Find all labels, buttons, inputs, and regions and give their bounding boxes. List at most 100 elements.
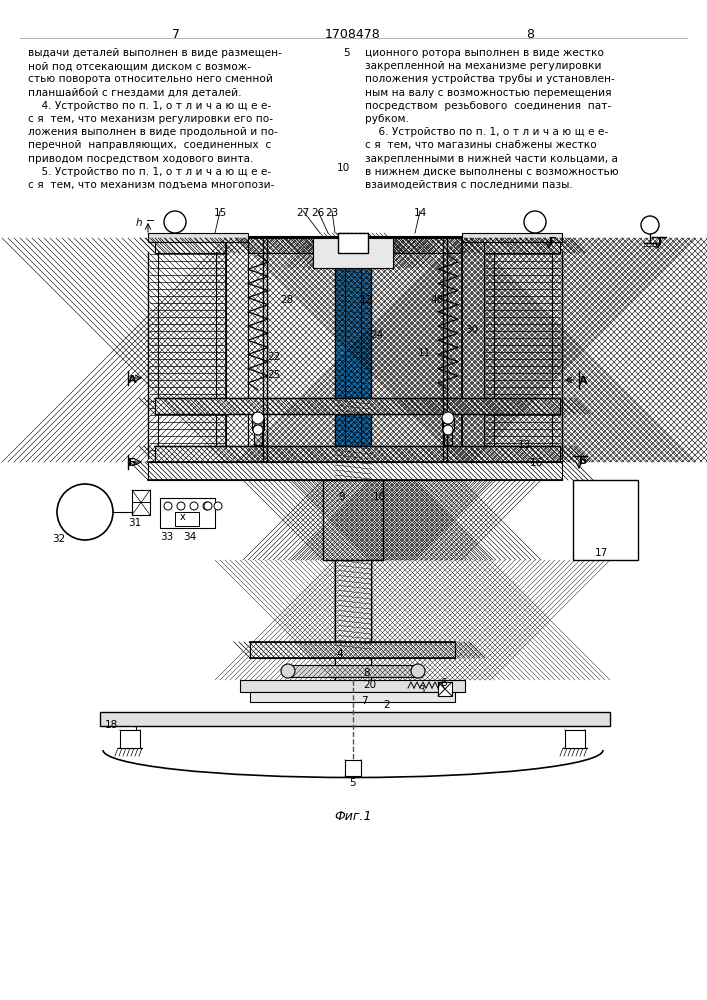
Bar [250, 642, 455, 658]
Text: положения устройства трубы и установлен-: положения устройства трубы и установлен- [365, 74, 615, 84]
Text: 46: 46 [430, 295, 443, 305]
Circle shape [411, 664, 425, 678]
Text: 15: 15 [214, 208, 227, 218]
Text: h: h [136, 218, 143, 228]
Bar [250, 642, 455, 658]
Bar [565, 730, 585, 748]
Text: Фиг.1: Фиг.1 [334, 810, 372, 823]
Text: 4: 4 [337, 649, 343, 659]
Text: 1708478: 1708478 [325, 28, 381, 41]
Bar [155, 238, 560, 253]
Bar [462, 238, 484, 462]
Text: 34: 34 [183, 532, 197, 542]
Text: 9: 9 [338, 492, 344, 502]
Bar [335, 560, 371, 680]
Text: ным на валу с возможностью перемещения: ным на валу с возможностью перемещения [365, 88, 612, 98]
Text: 7: 7 [361, 696, 368, 706]
Bar [132, 490, 150, 515]
Text: посредством  резьбового  соединения  пат-: посредством резьбового соединения пат- [365, 101, 612, 111]
Text: x: x [180, 512, 186, 522]
Circle shape [252, 412, 264, 424]
Text: 3: 3 [418, 685, 425, 695]
Text: 22: 22 [267, 352, 280, 362]
Text: с я  тем, что механизм регулировки его по-: с я тем, что механизм регулировки его по… [28, 114, 273, 124]
Text: ной под отсекающим диском с возмож-: ной под отсекающим диском с возмож- [28, 61, 251, 71]
Bar [356, 233, 366, 253]
Bar [371, 480, 383, 560]
Text: Б: Б [128, 458, 136, 468]
Circle shape [281, 664, 295, 678]
Text: 5: 5 [349, 778, 356, 788]
Text: 13: 13 [518, 440, 531, 450]
Bar [155, 398, 560, 414]
Bar [288, 665, 418, 677]
Bar [120, 730, 140, 748]
Circle shape [253, 425, 263, 435]
Text: 7: 7 [172, 28, 180, 41]
Text: 8: 8 [526, 28, 534, 41]
Bar [442, 418, 454, 430]
Bar [313, 238, 393, 268]
Text: 5. Устройство по п. 1, о т л и ч а ю щ е е-: 5. Устройство по п. 1, о т л и ч а ю щ е… [28, 167, 271, 177]
Text: 4. Устройство по п. 1, о т л и ч а ю щ е е-: 4. Устройство по п. 1, о т л и ч а ю щ е… [28, 101, 271, 111]
Text: приводом посредством ходового винта.: приводом посредством ходового винта. [28, 154, 254, 164]
Bar [345, 760, 361, 776]
Circle shape [164, 502, 172, 510]
Circle shape [204, 502, 212, 510]
Text: стью поворота относительно него сменной: стью поворота относительно него сменной [28, 74, 273, 84]
Text: с я  тем, что магазины снабжены жестко: с я тем, что магазины снабжены жестко [365, 140, 597, 150]
Bar [462, 238, 484, 462]
Text: Б: Б [579, 456, 588, 466]
Text: ционного ротора выполнен в виде жестко: ционного ротора выполнен в виде жестко [365, 48, 604, 58]
Text: 5: 5 [344, 48, 350, 58]
Text: 25: 25 [267, 370, 280, 380]
Text: 17: 17 [595, 548, 608, 558]
Text: выдачи деталей выполнен в виде размещен-: выдачи деталей выполнен в виде размещен- [28, 48, 282, 58]
Text: 33: 33 [160, 532, 173, 542]
Bar [323, 480, 335, 560]
Text: закрепленной на механизме регулировки: закрепленной на механизме регулировки [365, 61, 602, 71]
Bar [371, 480, 383, 560]
Circle shape [164, 211, 186, 233]
Text: 26: 26 [311, 208, 325, 218]
Circle shape [641, 216, 659, 234]
Text: 27: 27 [296, 208, 310, 218]
Bar [240, 680, 465, 692]
Bar [148, 462, 562, 480]
Bar [313, 238, 393, 268]
Text: 16: 16 [530, 458, 543, 468]
Circle shape [443, 425, 453, 435]
Bar [338, 233, 368, 253]
Bar [438, 682, 452, 696]
Bar [252, 418, 264, 430]
Text: планшайбой с гнездами для деталей.: планшайбой с гнездами для деталей. [28, 88, 242, 98]
Bar [250, 692, 455, 702]
Bar [100, 712, 610, 726]
Circle shape [177, 502, 185, 510]
Circle shape [57, 484, 113, 540]
Text: с я  тем, что механизм подъема многопози-: с я тем, что механизм подъема многопози- [28, 180, 274, 190]
Text: в нижнем диске выполнены с возможностью: в нижнем диске выполнены с возможностью [365, 167, 619, 177]
Bar [335, 560, 371, 680]
Bar [356, 233, 366, 253]
Text: взаимодействия с последними пазы.: взаимодействия с последними пазы. [365, 180, 573, 190]
Bar [340, 233, 350, 253]
Circle shape [203, 502, 211, 510]
Text: Г: Г [658, 237, 665, 247]
Bar [335, 238, 371, 650]
Text: 8: 8 [363, 668, 370, 678]
Text: 19: 19 [348, 762, 361, 772]
Bar [323, 480, 383, 560]
Text: закрепленными в нижней части кольцами, а: закрепленными в нижней части кольцами, а [365, 154, 618, 164]
Text: 23: 23 [325, 208, 339, 218]
Text: Г: Г [549, 237, 556, 247]
Text: ложения выполнен в виде продольной и по-: ложения выполнен в виде продольной и по- [28, 127, 278, 137]
Text: 32: 32 [52, 534, 65, 544]
Text: рубком.: рубком. [365, 114, 409, 124]
Bar [226, 238, 248, 462]
Bar [148, 233, 248, 242]
Bar [226, 238, 248, 462]
Text: 1: 1 [133, 726, 139, 736]
Text: 6: 6 [440, 678, 447, 688]
Text: 11: 11 [418, 348, 431, 358]
